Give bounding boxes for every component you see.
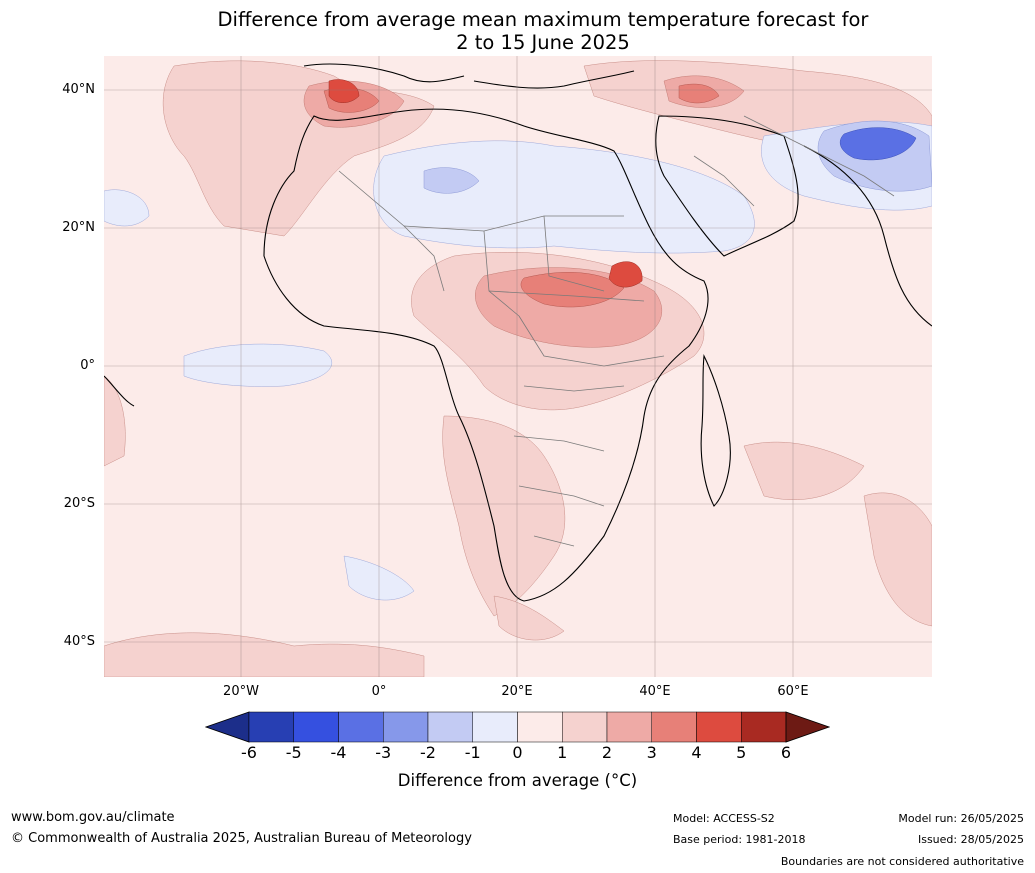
colorbar-segment xyxy=(383,711,429,743)
colorbar-label: Difference from average (°C) xyxy=(397,771,638,790)
colorbar-tick-label: -5 xyxy=(285,743,302,762)
colorbar-tick-label: 5 xyxy=(736,743,747,762)
lon-label-0: 0° xyxy=(371,684,387,699)
footer-base-period: Base period: 1981-2018 xyxy=(673,833,806,846)
lon-label-40e: 40°E xyxy=(639,684,671,699)
lat-label-40s: 40°S xyxy=(63,634,95,649)
colorbar-segment xyxy=(606,711,652,743)
colorbar-tick-label: 1 xyxy=(557,743,568,762)
colorbar-tick-label: 3 xyxy=(646,743,657,762)
temperature-anomaly-map xyxy=(104,56,932,677)
colorbar-tick-label: 2 xyxy=(601,743,613,762)
colorbar-segment xyxy=(741,711,787,743)
colorbar-tick-label: 4 xyxy=(691,743,702,762)
colorbar-segment xyxy=(651,711,697,743)
colorbar-segment xyxy=(472,711,518,743)
map-title: Difference from average mean maximum tem… xyxy=(0,8,1035,54)
footer-issued: Issued: 28/05/2025 xyxy=(917,833,1024,846)
colorbar-tick-label: -4 xyxy=(330,743,347,762)
colorbar-tick-label: 6 xyxy=(780,743,792,762)
country-borders xyxy=(338,115,895,547)
colorbar xyxy=(205,711,830,743)
colorbar-tick-label: 0 xyxy=(512,743,523,762)
colorbar-tick-label: -2 xyxy=(420,743,436,762)
lat-label-20n: 20°N xyxy=(62,220,95,235)
colorbar-extend-low xyxy=(205,711,250,743)
colorbar-segment xyxy=(338,711,384,743)
colorbar-segment xyxy=(696,711,742,743)
colorbar-tick-label: -3 xyxy=(375,743,392,762)
lon-label-20w: 20°W xyxy=(223,684,259,699)
graticule xyxy=(104,56,932,677)
colorbar-segment xyxy=(562,711,608,743)
lat-label-40n: 40°N xyxy=(62,82,95,97)
lon-label-60e: 60°E xyxy=(777,684,809,699)
colorbar-tick-label: -6 xyxy=(241,743,257,762)
colorbar-segment xyxy=(517,711,563,743)
colorbar-segment xyxy=(293,711,339,743)
footer-model-run: Model run: 26/05/2025 xyxy=(898,812,1024,825)
colorbar-tick-label: -1 xyxy=(464,743,481,762)
footer-copyright: © Commonwealth of Australia 2025, Austra… xyxy=(11,831,472,846)
lon-label-20e: 20°E xyxy=(501,684,533,699)
lat-label-equator: 0° xyxy=(80,358,95,373)
title-line-2: 2 to 15 June 2025 xyxy=(456,31,630,54)
lat-label-20s: 20°S xyxy=(63,496,95,511)
title-line-1: Difference from average mean maximum tem… xyxy=(217,8,869,31)
colorbar-extend-high xyxy=(785,711,830,743)
footer-disclaimer: Boundaries are not considered authoritat… xyxy=(780,855,1024,868)
colorbar-segment xyxy=(427,711,473,743)
footer-model: Model: ACCESS-S2 xyxy=(673,812,775,825)
colorbar-segment xyxy=(248,711,294,743)
coastlines xyxy=(104,63,932,602)
footer-url[interactable]: www.bom.gov.au/climate xyxy=(11,810,175,825)
